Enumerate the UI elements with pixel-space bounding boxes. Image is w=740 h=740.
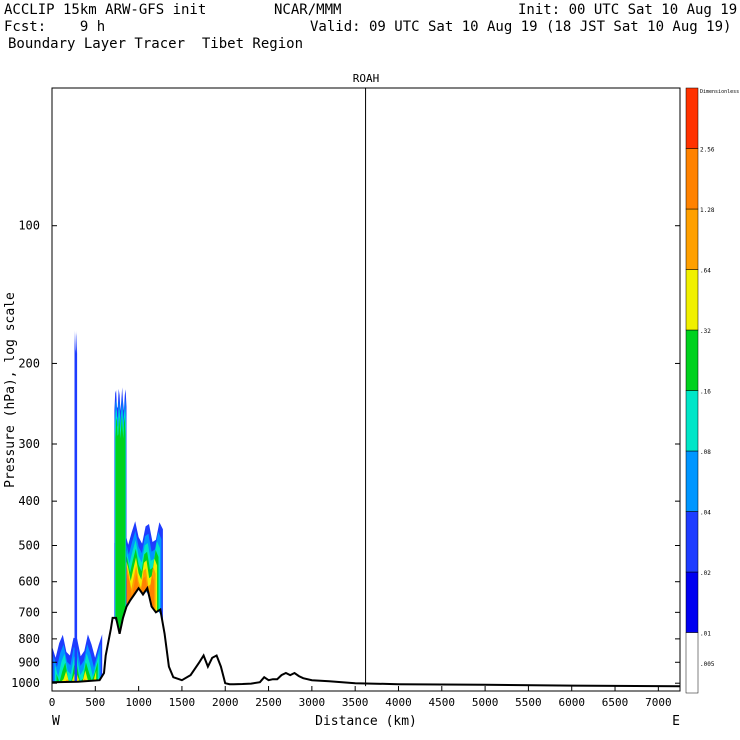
x-tick-label: 1500 <box>169 696 196 709</box>
tracer-region-1-layer-4 <box>120 557 158 632</box>
chart-title: ROAH <box>353 72 380 85</box>
tracer-region-1-layer-5 <box>121 565 156 625</box>
x-tick-label: 5000 <box>472 696 499 709</box>
x-tick-label: 500 <box>85 696 105 709</box>
header-line1-right: Init: 00 UTC Sat 10 Aug 19 <box>518 2 738 18</box>
tracer-region-1-layer-3 <box>118 548 159 631</box>
x-tick-label: 4500 <box>429 696 456 709</box>
colorbar-swatch <box>685 269 699 331</box>
y-tick-label: 600 <box>18 575 40 589</box>
x-tick-label: 3500 <box>342 696 369 709</box>
y-tick-label: 700 <box>18 605 40 619</box>
colorbar-label: 2.56 <box>700 147 715 154</box>
colorbar-label: 1.28 <box>700 207 715 214</box>
terrain-line <box>51 585 681 688</box>
x-tick-label: 1000 <box>125 696 152 709</box>
colorbar-swatch <box>685 390 699 452</box>
x-tick-label: 2000 <box>212 696 239 709</box>
y-tick-label: 800 <box>18 632 40 646</box>
colorbar-label: .005 <box>700 661 715 668</box>
x-tick-label: 4000 <box>385 696 412 709</box>
header-line1-left: ACCLIP 15km ARW-GFS init <box>4 2 207 18</box>
y-tick-label: 300 <box>18 437 40 451</box>
x-tick-label: 6500 <box>602 696 629 709</box>
y-axis-label: Pressure (hPa), log scale <box>3 292 18 488</box>
colorbar-label: .04 <box>700 510 711 517</box>
x-tick-label: 0 <box>49 696 56 709</box>
colorbar-label: .16 <box>700 389 711 396</box>
y-tick-label: 1000 <box>11 676 40 690</box>
tracer-region-2-layer-3 <box>115 415 126 634</box>
header-line2-left: Fcst: 9 h <box>4 19 106 35</box>
x-tick-label: 6000 <box>558 696 585 709</box>
header-line1-center: NCAR/MMM <box>274 2 342 18</box>
tracer-region-1-layer-6 <box>123 573 155 618</box>
y-tick-label: 100 <box>18 219 40 233</box>
colorbar-label: .32 <box>700 328 711 335</box>
x-tick-label: 3000 <box>299 696 326 709</box>
terrain-layer <box>51 88 681 688</box>
header-line3-left: Boundary Layer Tracer Tibet Region <box>8 36 304 52</box>
y-tick-label: 200 <box>18 356 40 370</box>
colorbar-swatch <box>685 571 699 633</box>
tracer-fill-layer <box>52 330 163 683</box>
x-tick-label: 7000 <box>645 696 672 709</box>
plot-frame <box>51 87 681 692</box>
y-tick-label: 500 <box>18 538 40 552</box>
colorbar-label: .08 <box>700 449 711 456</box>
colorbar-label: .02 <box>700 570 711 577</box>
x-right-label: E <box>672 714 680 729</box>
colorbar-swatch <box>685 208 699 270</box>
colorbar-swatch <box>685 450 699 512</box>
colorbar-swatch <box>685 148 699 210</box>
axes-layer: 0 500 1000 1500 2000 2500 3000 3500 4000 4500 5000… <box>11 219 680 709</box>
header-line2-right: Valid: 09 UTC Sat 10 Aug 19 (18 JST Sat … <box>310 19 732 35</box>
colorbar: .005 .01 .02 .04 .08 .16 .32 .64 1.28 2.56 Dimensi… <box>685 87 739 694</box>
colorbar-label: .64 <box>700 268 711 275</box>
y-tick-label: 900 <box>18 655 40 669</box>
colorbar-label: .01 <box>700 631 711 638</box>
tracer-region-3-layer-0 <box>74 330 78 682</box>
x-left-label: W <box>52 714 60 729</box>
colorbar-swatch <box>685 632 699 694</box>
colorbar-swatch <box>685 329 699 391</box>
y-tick-label: 400 <box>18 494 40 508</box>
x-axis-label: Distance (km) <box>315 714 417 729</box>
colorbar-swatch <box>685 511 699 573</box>
x-tick-label: 5500 <box>515 696 542 709</box>
x-tick-label: 2500 <box>255 696 282 709</box>
colorbar-units-label: Dimensionless <box>700 89 739 95</box>
colorbar-swatch <box>685 87 699 149</box>
